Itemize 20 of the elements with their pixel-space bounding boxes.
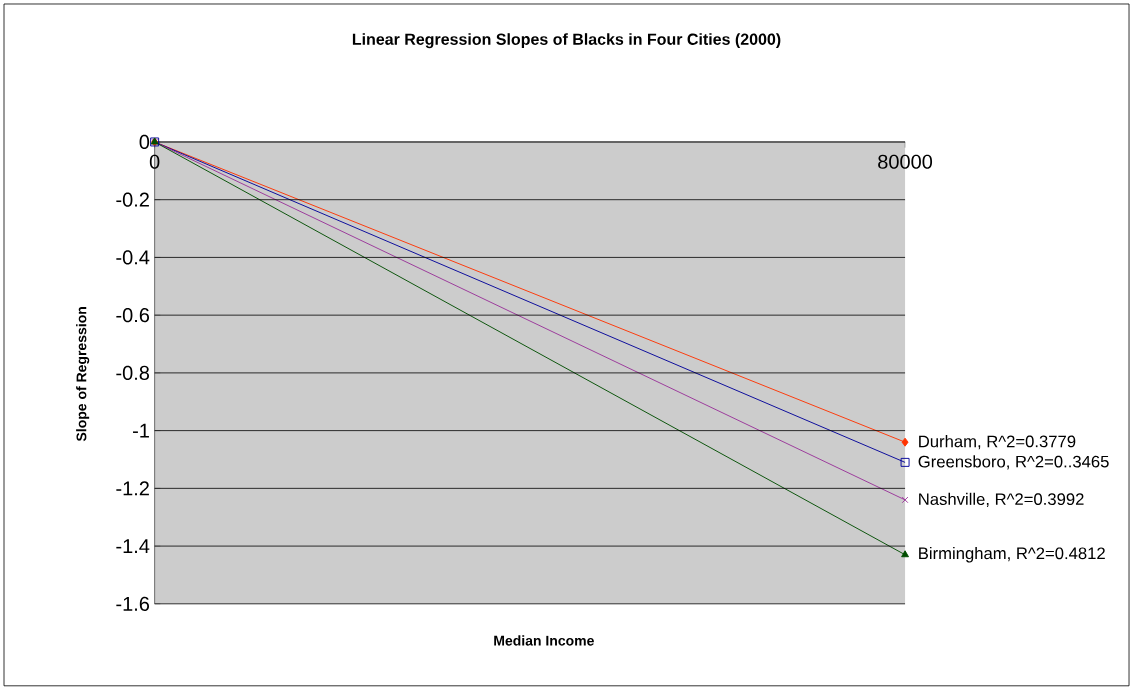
point [900,458,910,467]
y-tick-label: -0.6 [116,308,150,323]
point [901,437,909,447]
chart-title: Linear Regression Slopes of Blacks in Four Cities (2000) [352,33,781,49]
y-tick-label: -1.4 [116,539,150,554]
y-tick-label: -1.2 [116,481,149,496]
series-label: Birmingham, R^2=0.4812 [919,547,1105,563]
y-tick-label: -0.8 [116,365,150,381]
y-tick-label: -0.2 [116,192,149,207]
x-tick-label: 80000 [878,154,933,169]
y-tick-label: -0.4 [116,250,150,265]
series-label: Greensboro, R^2=0..3465 [918,455,1109,470]
x-axis-title: Median Income [494,635,594,646]
y-tick-label: 0 [139,134,150,150]
series-label: Nashville, R^2=0.3992 [919,492,1084,508]
y-axis-title: Slope of Regression [76,307,90,442]
y-tick-label: -1 [133,423,149,438]
point [901,496,909,504]
y-tick-label: -1.6 [116,596,150,611]
series-label: Durham, R^2=0.3779 [919,435,1076,450]
